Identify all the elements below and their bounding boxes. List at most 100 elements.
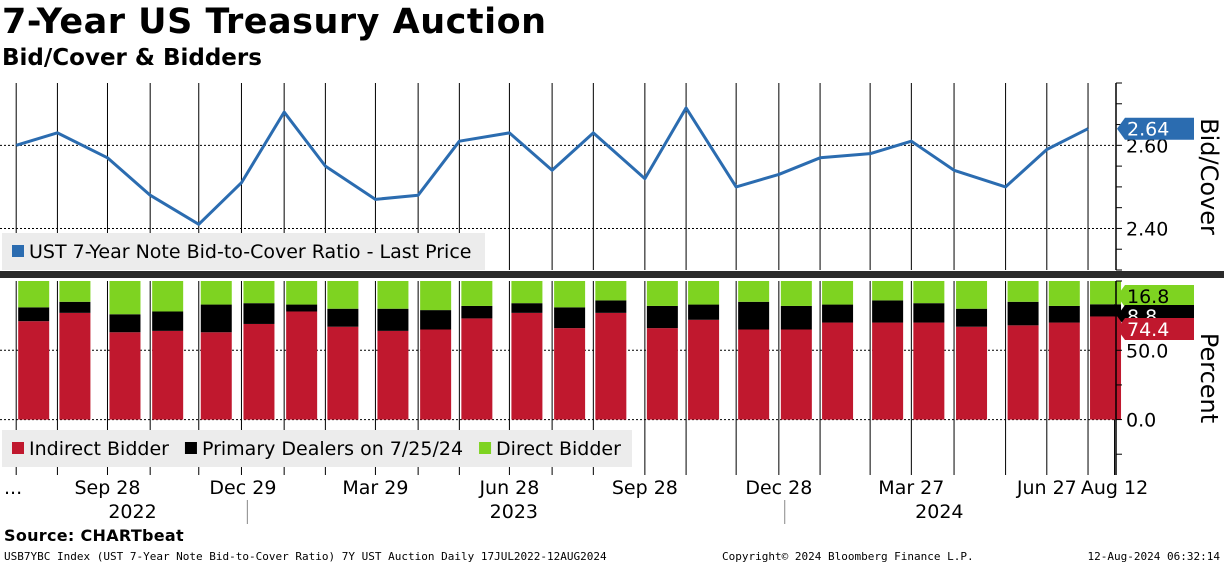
bar-segment <box>738 329 770 420</box>
bar-segment <box>59 281 91 302</box>
x-tick-label: Mar 29 <box>342 477 408 499</box>
bar-segment <box>200 304 232 333</box>
x-year-label: 2022 <box>108 501 156 523</box>
legend-swatch <box>479 442 492 454</box>
bar-segment <box>1048 322 1080 420</box>
last-value-direct-label: 16.8 <box>1127 286 1169 308</box>
bar-segment <box>18 307 50 322</box>
x-year-label: 2024 <box>915 501 963 523</box>
bar-segment <box>286 311 318 420</box>
last-value-tag <box>1117 117 1194 140</box>
legend-label: Direct Bidder <box>496 438 621 460</box>
bar-segment <box>780 305 812 330</box>
bar-segment <box>420 329 452 420</box>
bar-segment <box>243 303 275 324</box>
bar-segment <box>688 319 720 420</box>
x-tick-label: Dec 29 <box>209 477 276 499</box>
line-series-bid-to-cover <box>15 106 1089 226</box>
bar-segment <box>327 326 359 420</box>
y-axis-title: Bid/Cover <box>1195 118 1223 235</box>
bar-segment <box>1007 301 1039 326</box>
bar-segment <box>688 281 720 305</box>
bar-segment <box>646 305 678 329</box>
bar-segment <box>872 300 904 323</box>
copyright-note: Copyright© 2024 Bloomberg Finance L.P. <box>722 550 974 563</box>
last-value-indirect-tag <box>1117 318 1194 340</box>
y-tick-label: 50.0 <box>1126 340 1168 362</box>
bar-segment <box>461 318 493 420</box>
bar-segment <box>109 314 141 333</box>
bar-segment <box>554 307 586 329</box>
bar-segment <box>595 281 627 301</box>
bar-segment <box>377 281 409 309</box>
bar-segment <box>956 308 988 327</box>
bar-segment <box>286 304 318 312</box>
bar-segment <box>738 301 770 330</box>
bar-segment <box>511 312 543 420</box>
bar-segment <box>59 301 91 313</box>
x-tick-label: Sep 28 <box>612 477 678 499</box>
bar-segment <box>1090 304 1122 317</box>
bar-segment <box>200 281 232 305</box>
bar-segment <box>956 326 988 420</box>
bar-segment <box>59 312 91 420</box>
bar-segment <box>511 281 543 304</box>
bar-segment <box>1007 325 1039 420</box>
bar-segment <box>243 281 275 304</box>
bar-segment <box>738 281 770 302</box>
x-year-label: 2023 <box>490 501 538 523</box>
panel-divider <box>0 271 1224 278</box>
timestamp: 12-Aug-2024 06:32:14 <box>1087 550 1220 563</box>
bar-segment <box>109 281 141 315</box>
bar-segment <box>1048 305 1080 323</box>
x-tick-label: Mar 27 <box>878 477 944 499</box>
x-tick-label: Dec 28 <box>745 477 812 499</box>
y-tick-label: 2.40 <box>1126 218 1168 240</box>
last-value-label: 2.64 <box>1127 119 1169 141</box>
bar-segment <box>688 304 720 320</box>
index-info: USB7YBC Index (UST 7-Year Note Bid-to-Co… <box>4 550 607 563</box>
bar-segment <box>1090 281 1122 305</box>
bar-segment <box>780 281 812 306</box>
bar-segment <box>595 300 627 313</box>
last-value-direct-tag <box>1117 285 1194 307</box>
legend-swatch <box>12 245 24 257</box>
bar-segment <box>554 328 586 420</box>
bar-segment <box>327 308 359 327</box>
bar-segment <box>872 322 904 420</box>
bar-segment <box>913 281 945 304</box>
bar-segment <box>780 329 812 420</box>
bar-segment <box>822 281 854 305</box>
bar-segment <box>327 281 359 309</box>
bar-segment <box>286 281 318 305</box>
y-axis-title: Percent <box>1195 333 1223 423</box>
bar-segment <box>152 311 184 331</box>
bar-segment <box>913 303 945 323</box>
bar-segment <box>152 330 184 420</box>
last-value-indirect-label: 74.4 <box>1127 319 1169 341</box>
legend-box <box>2 430 632 467</box>
bar-segment <box>822 322 854 420</box>
bar-segment <box>554 281 586 308</box>
bar-segment <box>1007 281 1039 302</box>
bar-segment <box>152 281 184 312</box>
x-tick-label: Sep 28 <box>74 477 140 499</box>
bar-segment <box>872 281 904 301</box>
y-tick-label: 2.60 <box>1126 135 1168 157</box>
x-tick-label: Jun 27 <box>1016 477 1077 499</box>
x-tick-label: ... <box>4 477 22 499</box>
bar-segment <box>420 310 452 330</box>
legend-label: Indirect Bidder <box>29 438 169 460</box>
bar-segment <box>420 281 452 311</box>
bar-segment <box>822 304 854 323</box>
bar-segment <box>200 332 232 420</box>
legend-swatch <box>12 442 24 454</box>
bar-segment <box>377 330 409 420</box>
x-tick-label: Aug 12 <box>1081 477 1148 499</box>
chart-subtitle: Bid/Cover & Bidders <box>2 45 262 71</box>
bar-segment <box>18 321 50 420</box>
bar-segment <box>377 308 409 331</box>
legend-label: UST 7-Year Note Bid-to-Cover Ratio - Las… <box>29 241 471 263</box>
bar-segment <box>646 281 678 306</box>
